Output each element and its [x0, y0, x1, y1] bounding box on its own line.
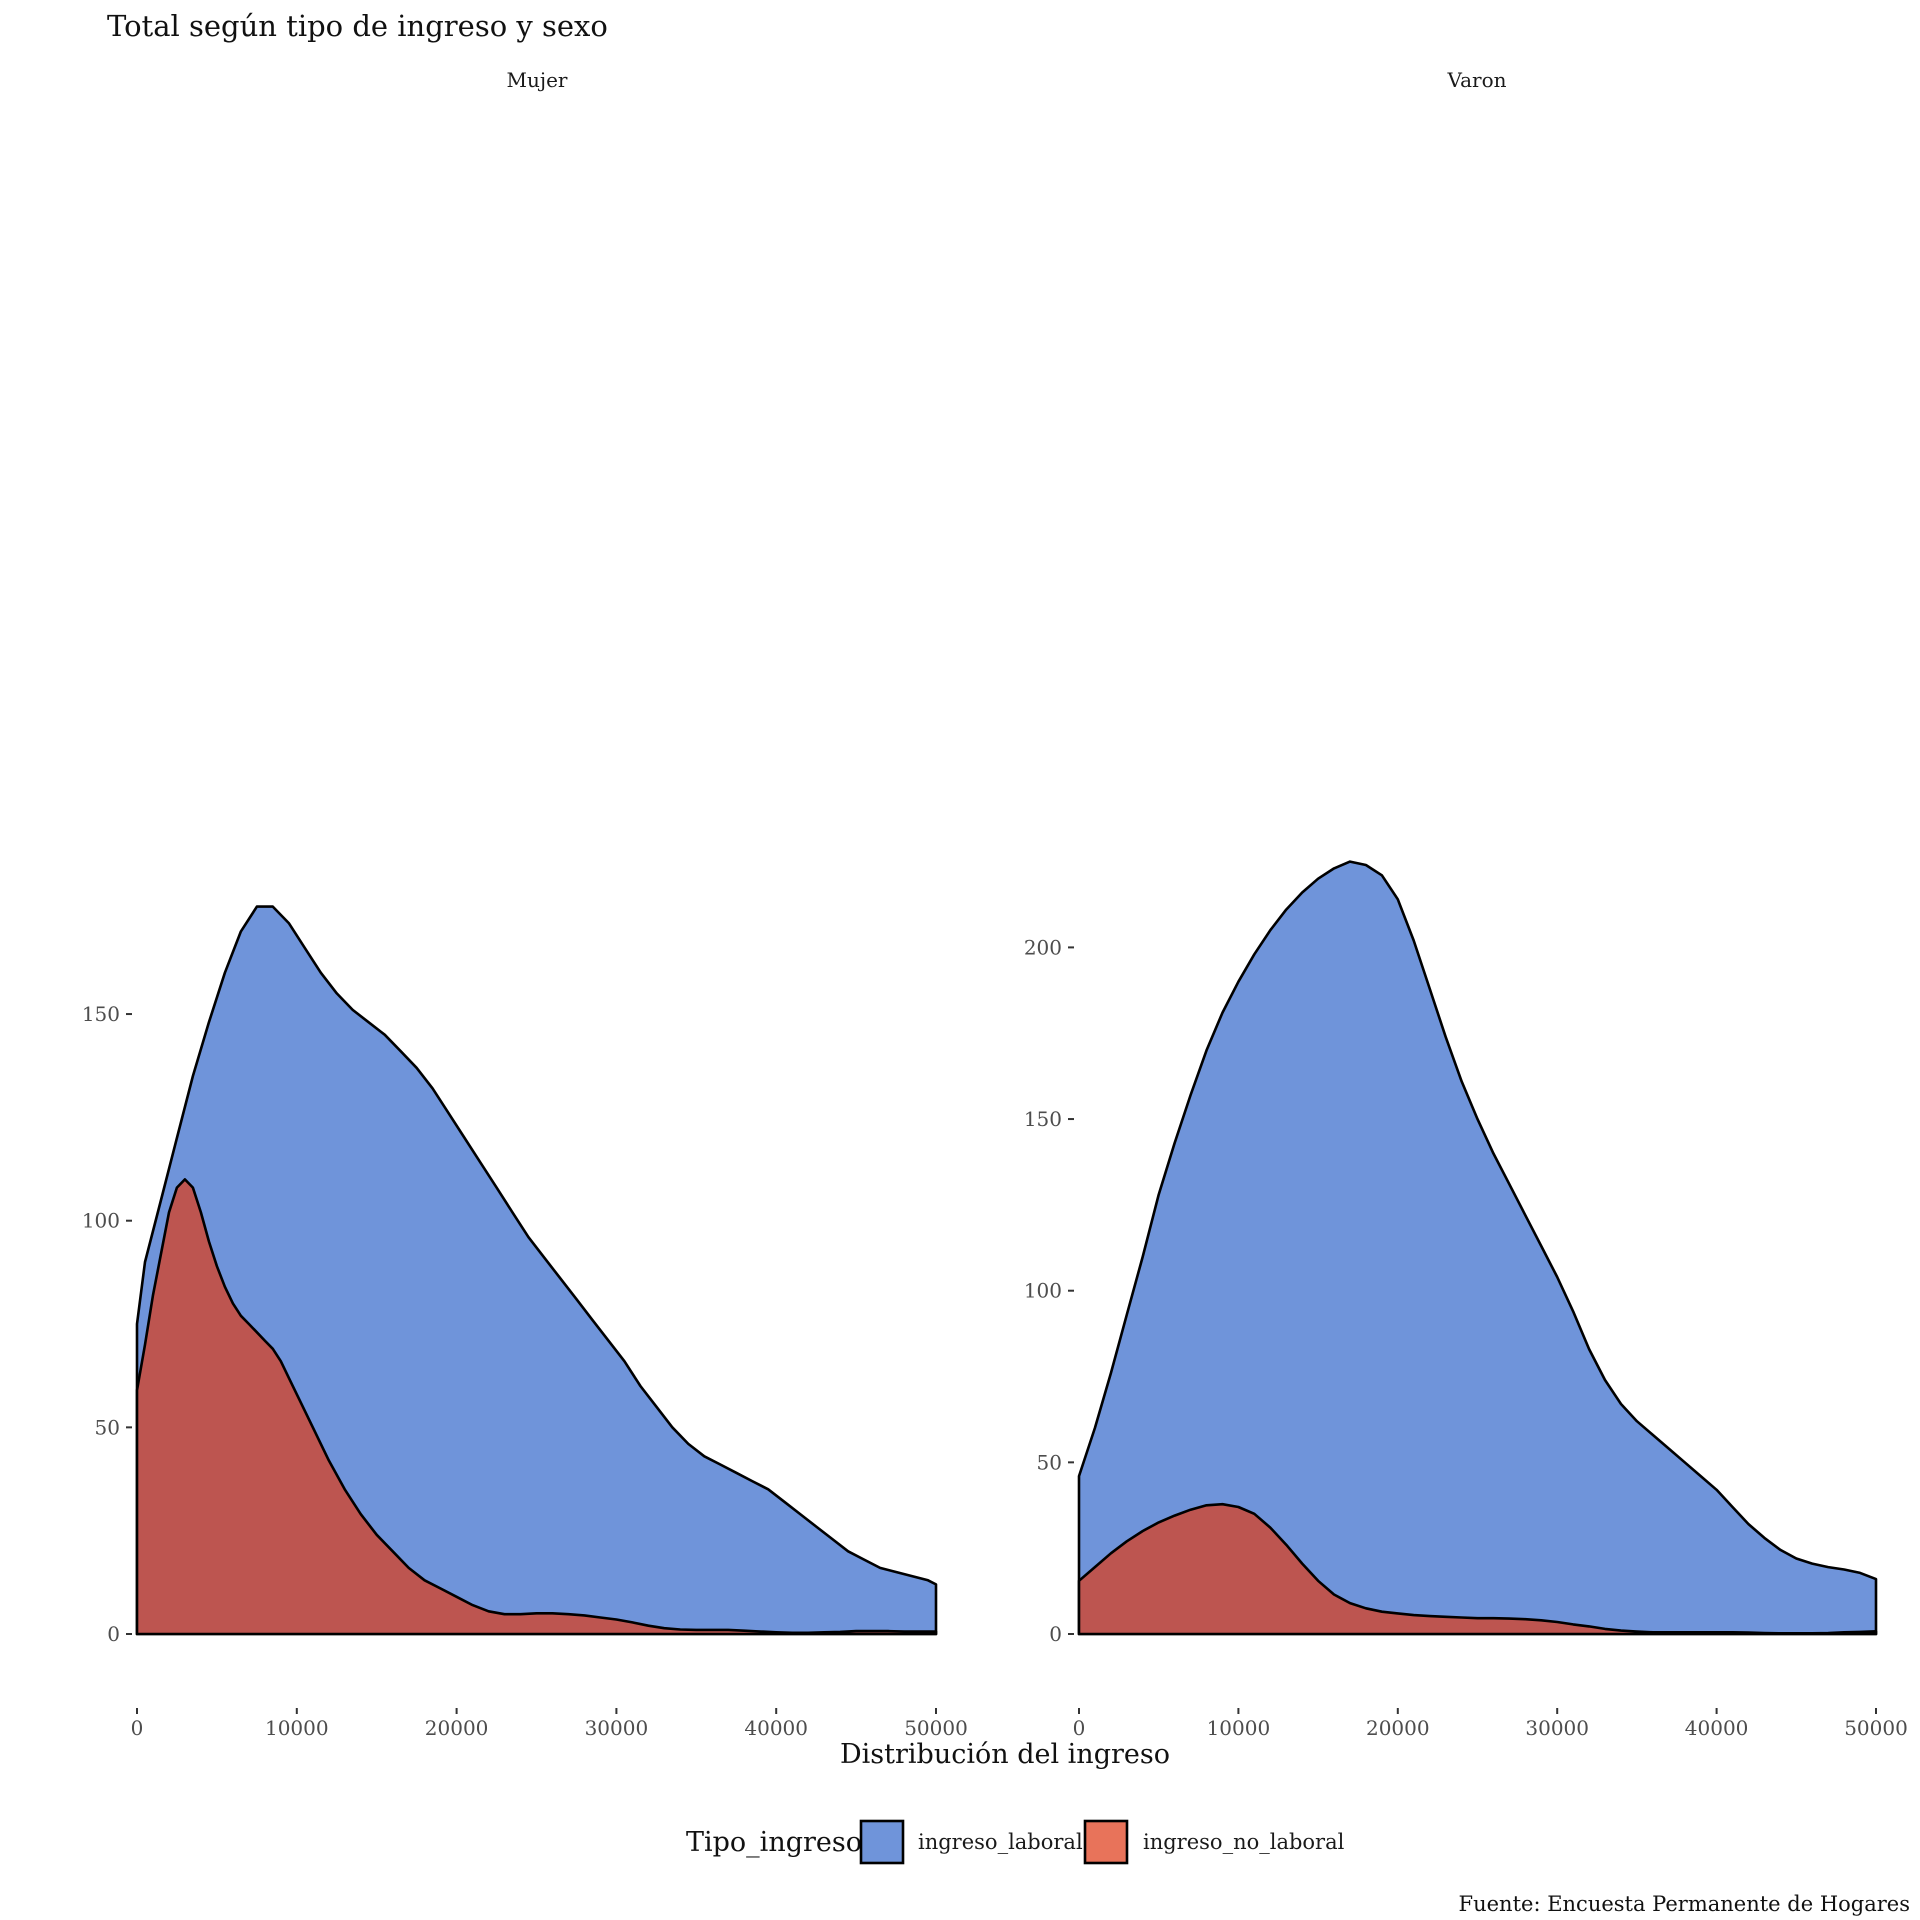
x-tick-label-varon-10000: 10000	[1207, 1716, 1271, 1740]
x-tick-label-mujer-0: 0	[131, 1716, 144, 1740]
area-ingreso-no-laboral-mujer	[135, 1178, 938, 1636]
legend-key-ingreso-laboral	[859, 1819, 905, 1865]
y-tick-label-mujer-150: 150	[82, 1002, 120, 1026]
legend-label-ingreso-laboral: ingreso_laboral	[918, 1830, 1083, 1854]
y-tick-label-mujer-50: 50	[95, 1415, 120, 1439]
y-tick-label-varon-50: 50	[1037, 1450, 1062, 1474]
legend-title: Tipo_ingreso	[686, 1827, 862, 1858]
x-tick-label-varon-0: 0	[1073, 1716, 1086, 1740]
x-tick-label-varon-50000: 50000	[1844, 1716, 1908, 1740]
area-ingreso-laboral-varon	[1077, 860, 1878, 1636]
strip-label-mujer: Mujer	[507, 68, 568, 92]
panel-varon: Varon 0 50 100 150 200 0 10000 20000 30000 40000 50…	[1024, 68, 1908, 1740]
legend-label-ingreso-no-laboral: ingreso_no_laboral	[1143, 1830, 1345, 1854]
strip-label-varon: Varon	[1446, 68, 1506, 92]
caption: Fuente: Encuesta Permanente de Hogares	[1459, 1892, 1910, 1916]
x-tick-label-mujer-30000: 30000	[585, 1716, 649, 1740]
x-tick-label-mujer-40000: 40000	[744, 1716, 808, 1740]
chart-title: Total según tipo de ingreso y sexo	[107, 9, 608, 43]
area-ingreso-laboral-mujer	[135, 905, 938, 1636]
y-tick-label-mujer-0: 0	[107, 1622, 120, 1646]
legend-key-ingreso-no-laboral	[1083, 1819, 1129, 1865]
y-tick-label-varon-150: 150	[1024, 1107, 1062, 1131]
y-tick-label-varon-200: 200	[1024, 935, 1062, 959]
y-tick-label-varon-100: 100	[1024, 1279, 1062, 1303]
x-tick-label-varon-20000: 20000	[1366, 1716, 1430, 1740]
panel-mujer: Mujer 0 50 100 150 0 10000 20000 30000 40000 50000	[82, 68, 968, 1740]
x-tick-label-varon-40000: 40000	[1685, 1716, 1749, 1740]
x-tick-label-mujer-20000: 20000	[425, 1716, 489, 1740]
x-tick-label-varon-30000: 30000	[1525, 1716, 1589, 1740]
x-axis-title: Distribución del ingreso	[840, 1739, 1170, 1770]
x-tick-label-mujer-10000: 10000	[265, 1716, 329, 1740]
legend: Tipo_ingreso ingreso_laboral ingreso_no_…	[686, 1819, 1345, 1865]
y-tick-label-varon-0: 0	[1049, 1622, 1062, 1646]
y-tick-label-mujer-100: 100	[82, 1209, 120, 1233]
area-ingreso-no-laboral-varon	[1077, 1502, 1878, 1636]
x-tick-label-mujer-50000: 50000	[904, 1716, 968, 1740]
